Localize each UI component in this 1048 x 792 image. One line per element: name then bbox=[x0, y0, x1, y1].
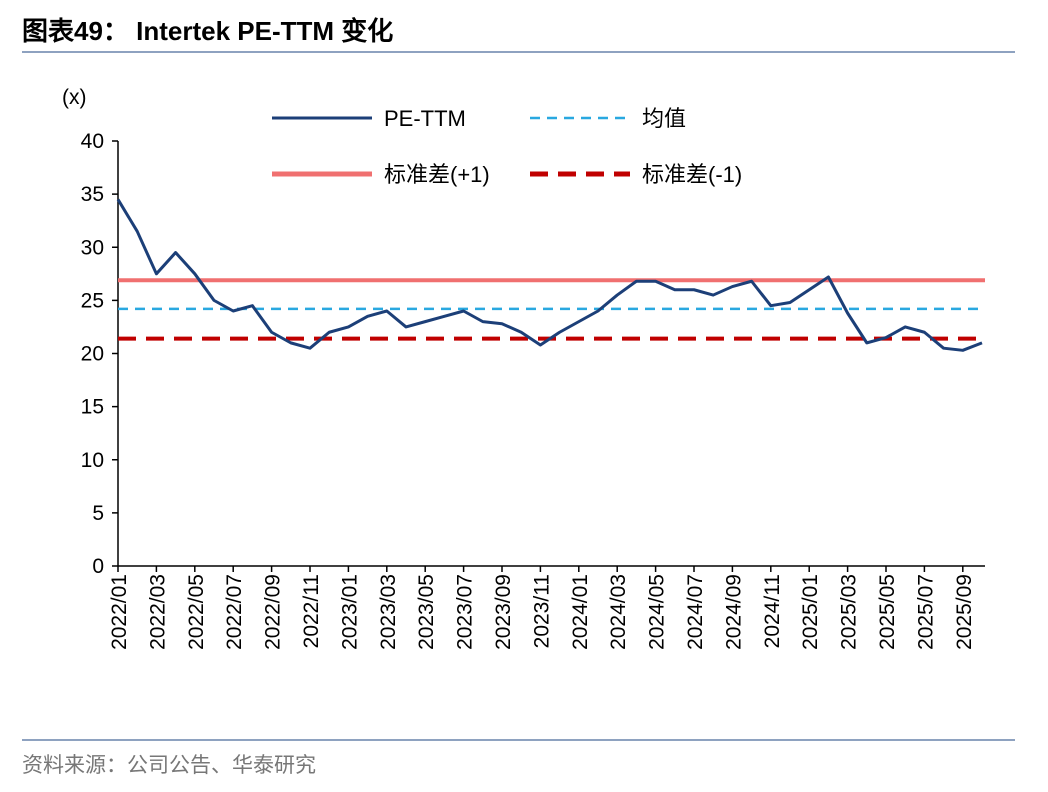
x-tick-label: 2024/09 bbox=[722, 574, 745, 650]
legend-label: 均值 bbox=[642, 106, 686, 131]
x-tick-label: 2025/09 bbox=[953, 574, 976, 650]
x-tick-label: 2022/05 bbox=[185, 574, 208, 650]
x-tick-label: 2025/01 bbox=[799, 574, 822, 650]
x-tick-label: 2024/01 bbox=[569, 574, 592, 650]
y-axis-label: (x) bbox=[62, 86, 87, 109]
x-tick-label: 2024/03 bbox=[607, 574, 630, 650]
y-tick-label: 5 bbox=[92, 502, 104, 525]
x-tick-label: 2022/11 bbox=[300, 574, 323, 648]
x-tick-label: 2023/01 bbox=[338, 574, 361, 650]
x-tick-label: 2024/05 bbox=[646, 574, 669, 650]
y-tick-label: 20 bbox=[81, 343, 104, 366]
x-tick-label: 2022/01 bbox=[108, 574, 131, 650]
legend-label: 标准差(-1) bbox=[642, 162, 742, 187]
x-tick-label: 2022/07 bbox=[223, 574, 246, 650]
source: 资料来源：公司公告、华泰研究 bbox=[22, 754, 316, 777]
y-tick-label: 40 bbox=[81, 130, 104, 153]
y-tick-label: 10 bbox=[81, 449, 104, 472]
x-tick-label: 2025/05 bbox=[876, 574, 899, 650]
x-tick-label: 2024/11 bbox=[761, 574, 784, 648]
x-tick-label: 2024/07 bbox=[684, 574, 707, 650]
y-tick-label: 0 bbox=[92, 555, 104, 578]
x-tick-label: 2022/03 bbox=[146, 574, 169, 650]
x-tick-label: 2023/11 bbox=[530, 574, 553, 648]
x-tick-label: 2023/05 bbox=[415, 574, 438, 650]
legend-label: 标准差(+1) bbox=[384, 162, 490, 187]
x-tick-label: 2023/09 bbox=[492, 574, 515, 650]
line-series bbox=[116, 198, 983, 352]
x-tick-label: 2022/09 bbox=[262, 574, 285, 650]
x-tick-label: 2025/07 bbox=[914, 574, 937, 650]
y-tick-label: 30 bbox=[81, 236, 104, 259]
y-tick-label: 35 bbox=[81, 183, 104, 206]
y-tick-label: 25 bbox=[81, 289, 104, 312]
x-tick-label: 2023/07 bbox=[454, 574, 477, 650]
y-tick-label: 15 bbox=[81, 396, 104, 419]
legend-label: PE-TTM bbox=[384, 106, 466, 131]
x-tick-label: 2023/03 bbox=[377, 574, 400, 650]
x-tick-label: 2025/03 bbox=[838, 574, 861, 650]
chart-title: 图表49： Intertek PE-TTM 变化 bbox=[22, 16, 393, 46]
